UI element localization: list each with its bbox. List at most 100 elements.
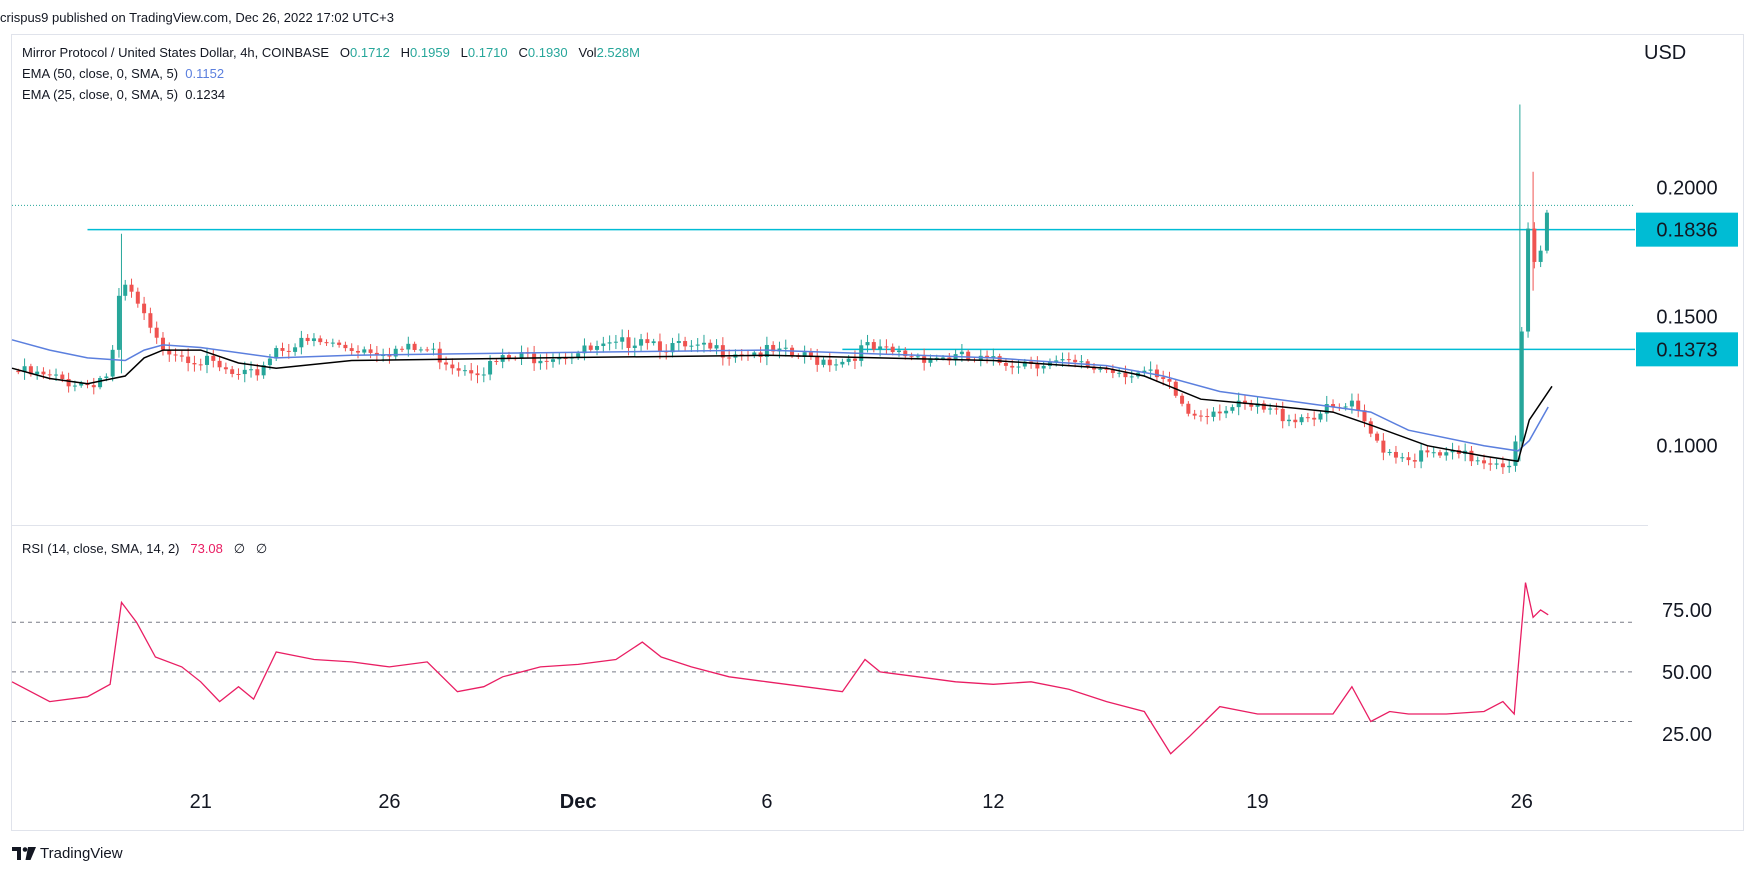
chart-frame (11, 34, 1744, 831)
candle (651, 341, 656, 344)
candle (966, 351, 971, 360)
candle (274, 348, 279, 359)
open-label: O (339, 45, 351, 60)
candle (261, 365, 266, 376)
candle (1274, 408, 1279, 410)
candle (368, 349, 373, 353)
candle (1198, 415, 1203, 417)
symbol-legend[interactable]: Mirror Protocol / United States Dollar, … (22, 45, 640, 60)
ema50-line (11, 339, 1549, 452)
candle (192, 363, 197, 365)
symbol-title: Mirror Protocol / United States Dollar, … (22, 45, 330, 60)
candle (79, 383, 84, 386)
candle (142, 303, 147, 314)
candle (1073, 359, 1078, 363)
candle (72, 385, 77, 387)
rsi-legend[interactable]: RSI (14, close, SMA, 14, 2) 73.08 ∅ ∅ (22, 541, 267, 557)
x-tick-label: 26 (378, 791, 400, 813)
candle (1293, 419, 1298, 423)
high-value: 0.1959 (410, 45, 450, 60)
candle (1003, 362, 1008, 366)
candle (1544, 212, 1549, 251)
candle (148, 313, 153, 328)
candle (211, 355, 216, 361)
candle (928, 358, 933, 363)
candle (1526, 228, 1531, 332)
publisher-line: crispus9 published on TradingView.com, D… (0, 10, 394, 25)
candle (1154, 369, 1159, 378)
candle (1331, 404, 1336, 408)
candle (1098, 368, 1103, 370)
candle (1312, 417, 1317, 420)
candle (179, 355, 184, 357)
candle (834, 364, 839, 366)
candle (1349, 400, 1354, 407)
candle (167, 349, 172, 355)
candle (909, 356, 914, 358)
x-tick-label: 26 (1511, 791, 1533, 813)
candle (469, 370, 474, 374)
candle (437, 348, 442, 363)
candle (941, 357, 946, 359)
candle (481, 374, 486, 376)
candle (1318, 413, 1323, 420)
candle (676, 341, 681, 344)
candle (1305, 417, 1310, 419)
candle (242, 369, 247, 375)
ema25-line (11, 349, 1553, 463)
candle (1186, 403, 1191, 414)
ema25-legend[interactable]: EMA (25, close, 0, SMA, 5) 0.1234 (22, 87, 225, 102)
level-label-2: 0.1373 (1656, 339, 1717, 361)
rsi-value: 73.08 (190, 541, 223, 556)
candle (349, 348, 354, 351)
candle (1393, 451, 1398, 458)
candle (160, 337, 165, 350)
candle (123, 284, 128, 296)
candle (1211, 411, 1216, 417)
candle (456, 368, 461, 371)
candle (626, 337, 631, 348)
ema50-label: EMA (50, close, 0, SMA, 5) (22, 66, 179, 81)
candle (871, 342, 876, 350)
candle (299, 337, 304, 348)
ema50-legend[interactable]: EMA (50, close, 0, SMA, 5) 0.1152 (22, 66, 224, 81)
candle (343, 344, 348, 349)
x-tick-label: Dec (560, 791, 597, 813)
candle (1538, 250, 1543, 262)
close-value: 0.1930 (527, 45, 568, 60)
candle (1280, 408, 1285, 422)
candle (582, 345, 587, 354)
candle (1475, 460, 1480, 462)
candle (1482, 460, 1487, 464)
candle (494, 361, 499, 363)
candle (632, 345, 637, 348)
candle (330, 342, 335, 344)
candle (538, 360, 543, 364)
currency-label[interactable]: USD (1644, 42, 1687, 64)
brand[interactable]: TradingView (12, 845, 123, 862)
candle (1217, 411, 1222, 414)
candle (771, 344, 776, 352)
candle (1041, 365, 1046, 369)
candle (28, 366, 33, 375)
candle (450, 364, 455, 369)
candle (915, 356, 920, 358)
y-tick-label: 0.1000 (1656, 436, 1717, 458)
y-tick-label: 0.1500 (1656, 307, 1717, 329)
candle (1431, 452, 1436, 454)
candle (1022, 361, 1027, 367)
x-tick-label: 6 (761, 791, 772, 813)
candle (1532, 228, 1537, 262)
candle (1450, 450, 1455, 453)
candle (337, 342, 342, 345)
candle (1010, 365, 1015, 368)
candle (878, 346, 883, 350)
candle (1129, 376, 1134, 378)
candle (576, 353, 581, 358)
candle (1016, 366, 1021, 368)
candle (601, 343, 606, 347)
candle (60, 374, 65, 379)
candle (1500, 463, 1505, 468)
candle (318, 338, 323, 343)
